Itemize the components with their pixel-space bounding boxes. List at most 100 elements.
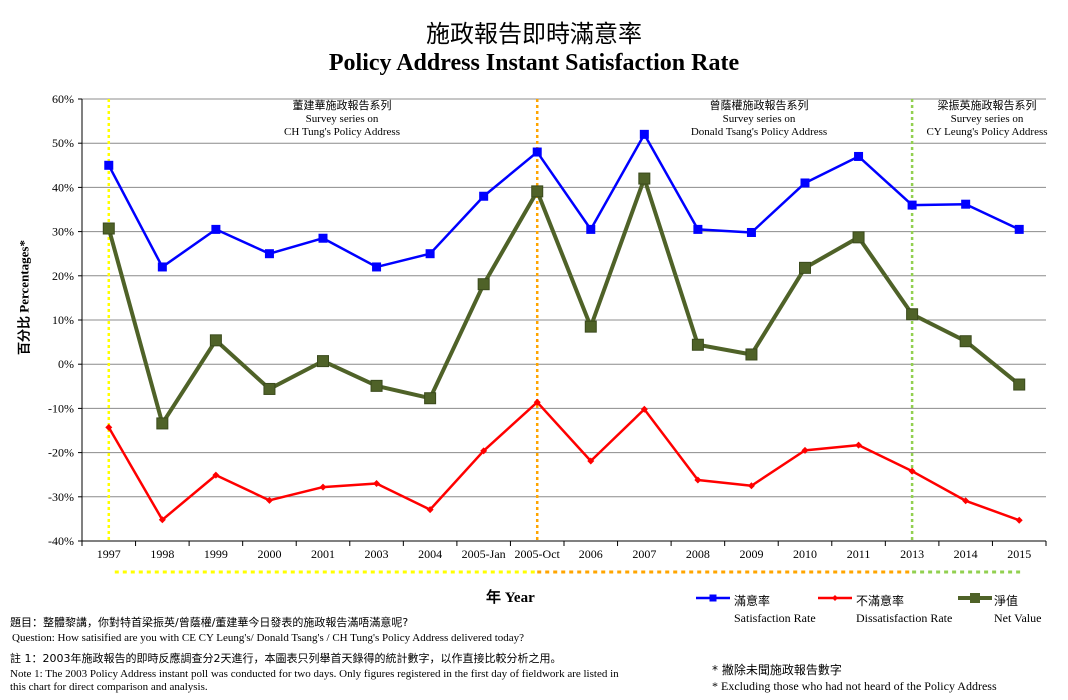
note1-zh: 註 1：2003年施政報告的即時反應調查分2天進行，本圖表只列舉首天錄得的統計數… [10,652,562,665]
data-point-satisfaction [318,233,328,243]
data-point-net-value [531,185,544,198]
divider-label-en1: Survey series on [722,113,796,125]
divider-label-en1: Survey series on [950,113,1024,125]
x-tick-label: 1999 [204,547,228,561]
data-point-satisfaction [907,200,917,210]
series-lines [106,133,1021,522]
divider-label-tung: 董建華施政報告系列 Survey series on CH Tung's Pol… [262,100,422,139]
axes [78,98,1047,546]
data-point-net-value [1013,378,1026,391]
y-tick-label: -30% [48,490,74,504]
data-point-net-value [156,417,169,430]
data-point-net-value [424,392,437,405]
data-point-dissatisfaction [373,480,381,488]
legend-label-en: Dissatisfaction Rate [856,611,953,625]
data-point-satisfaction [425,249,435,259]
data-point-dissatisfaction [533,398,541,406]
data-point-net-value [638,172,651,185]
star-note-en: * Excluding those who had not heard of t… [712,679,997,693]
series-line-0 [107,133,1020,269]
x-tick-label: 2007 [632,547,656,561]
data-point-net-value [209,334,222,347]
data-point-dissatisfaction [1015,516,1023,524]
data-point-satisfaction [639,129,649,139]
data-point-dissatisfaction [587,457,595,465]
data-point-net-value [745,348,758,361]
x-tick-label: 2006 [579,547,603,561]
x-tick-label: 2005-Oct [515,547,561,561]
legend-satisfaction: 滿意率 Satisfaction Rate [734,592,816,626]
x-tick-label: 2000 [257,547,281,561]
data-point-net-value [852,231,865,244]
y-tick-label: 30% [52,225,74,239]
data-point-satisfaction [157,262,167,272]
divider-label-en2: CY Leung's Policy Address [926,126,1048,138]
legend-swatches [696,593,992,603]
data-point-dissatisfaction [480,447,488,455]
divider-label-en1: Survey series on [305,113,379,125]
x-tick-label: 2010 [793,547,817,561]
question-en: Question: How satisified are you with CE… [12,632,525,644]
divider-label-leung: 梁振英施政報告系列 Survey series on CY Leung's Po… [914,100,1060,139]
x-tick-label: 2001 [311,547,335,561]
data-point-dissatisfaction [212,471,220,479]
data-point-net-value [477,278,490,291]
data-point-dissatisfaction [962,497,970,505]
data-point-satisfaction [104,160,114,170]
series-markers [102,129,1026,524]
y-tick-label: 20% [52,269,74,283]
x-tick-label: 2008 [686,547,710,561]
data-point-dissatisfaction [908,467,916,475]
data-point-satisfaction [693,224,703,234]
series-line-1 [107,400,1020,522]
data-point-dissatisfaction [158,516,166,524]
y-tick-label: -40% [48,534,74,548]
data-point-dissatisfaction [105,423,113,431]
data-point-net-value [959,335,972,348]
divider-label-tsang: 曾蔭權施政報告系列 Survey series on Donald Tsang'… [674,100,844,139]
data-point-satisfaction [1014,224,1024,234]
chart-title-en: Policy Address Instant Satisfaction Rate [328,50,740,76]
data-point-satisfaction [532,147,542,157]
data-point-dissatisfaction [265,496,273,504]
data-point-satisfaction [586,224,596,234]
legend-label-zh: 淨值 [994,594,1019,608]
y-tick-labels: 60% 50% 40% 30% 20% 10% 0% -10% -20% -30% -40% [48,92,74,548]
data-point-satisfaction [211,224,221,234]
x-tick-label: 2013 [900,547,924,561]
x-tick-label: 2003 [365,547,389,561]
data-point-dissatisfaction [426,506,434,514]
series-line-2 [106,176,1021,426]
legend-label-zh: 滿意率 [734,594,771,608]
y-tick-label: 0% [58,357,74,371]
data-point-net-value [584,320,597,333]
x-tick-label: 1997 [97,547,121,561]
legend-swatch-marker [709,594,717,602]
note1-en-line2: this chart for direct comparison and ana… [10,681,208,693]
data-point-net-value [102,222,115,235]
data-point-dissatisfaction [640,405,648,413]
data-point-dissatisfaction [801,446,809,454]
y-tick-label: -10% [48,401,74,415]
x-tick-label: 2004 [418,547,442,561]
y-tick-label: 50% [52,136,74,150]
data-point-net-value [691,338,704,351]
data-point-net-value [799,261,811,274]
data-point-net-value [263,382,276,395]
question-zh: 題目：整體黎講，你對特首梁振英/曾蔭權/董建華今日發表的施政報告滿唔滿意呢? [10,616,409,629]
data-point-dissatisfaction [747,482,755,490]
data-point-satisfaction [961,199,971,209]
y-tick-label: -20% [48,446,74,460]
x-axis-label: 年 Year [486,590,535,606]
y-tick-label: 40% [52,180,74,194]
divider-label-zh: 梁振英施政報告系列 [937,100,1037,112]
star-note-zh: * 撇除未聞施政報告數字 [712,663,842,677]
data-point-dissatisfaction [694,476,702,484]
data-point-satisfaction [264,249,274,259]
legend-label-en: Net Value [994,611,1042,625]
gridlines [82,98,1046,542]
note1-en-line1: Note 1: The 2003 Policy Address instant … [10,668,619,680]
chart-title-zh: 施政報告即時滿意率 [426,20,642,48]
divider-label-zh: 曾蔭權施政報告系列 [709,100,809,112]
